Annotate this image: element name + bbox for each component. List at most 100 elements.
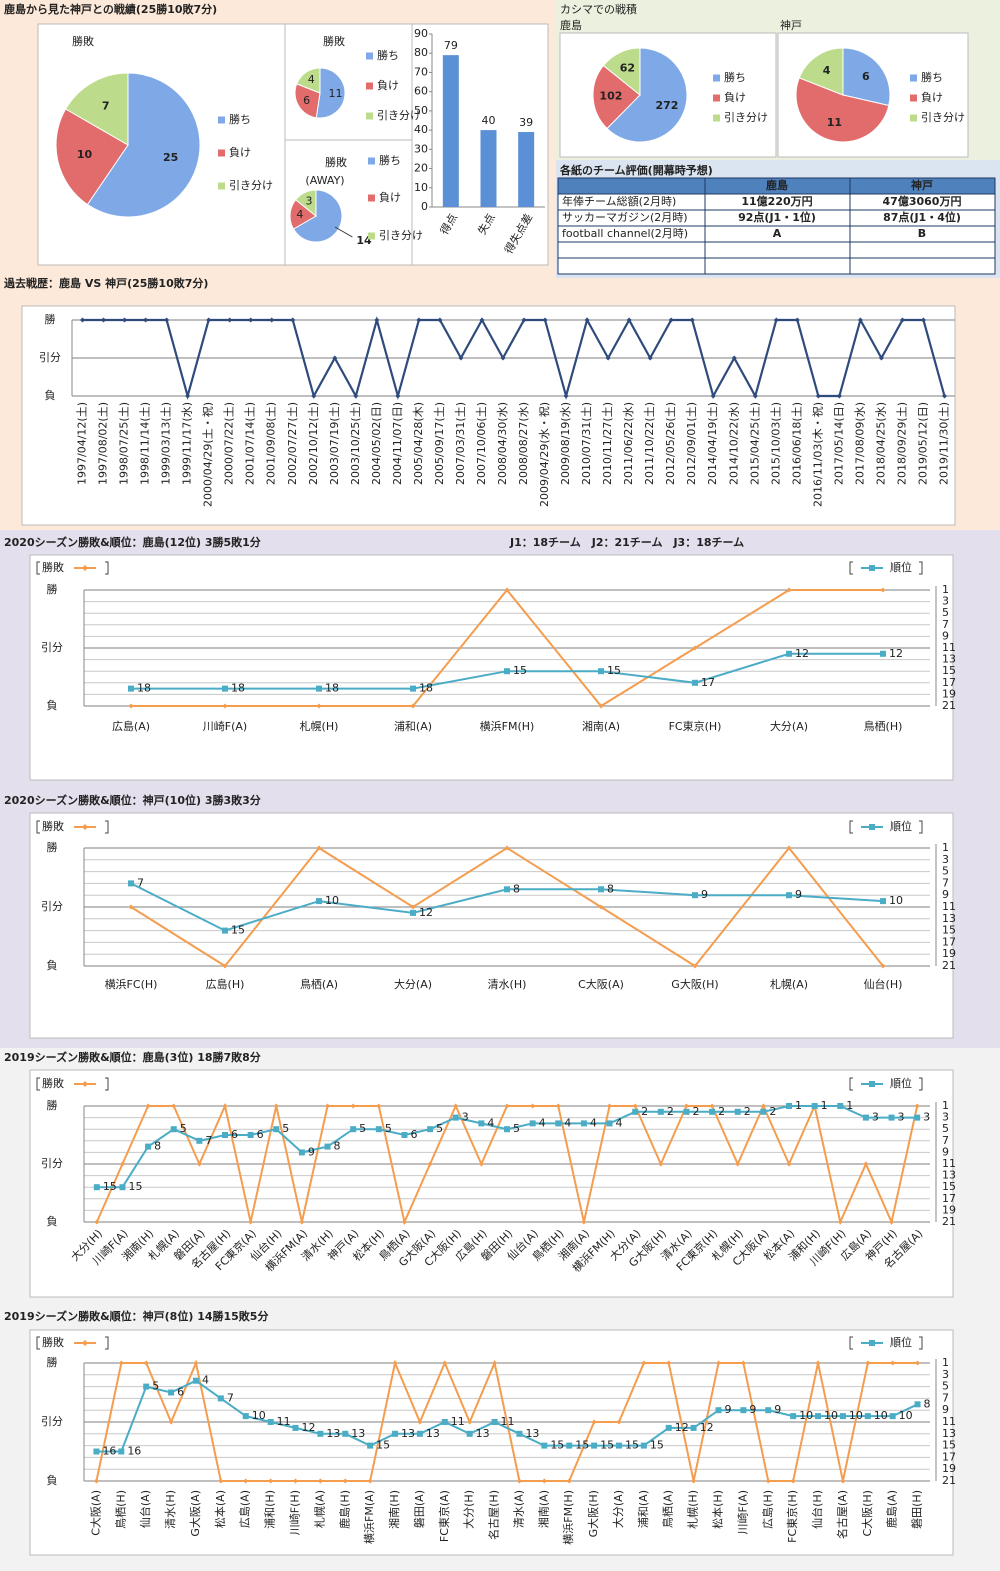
point-marker <box>504 886 510 893</box>
data-label: 1 <box>846 1099 853 1112</box>
data-label: 6 <box>231 1128 238 1141</box>
point-marker <box>467 1419 473 1425</box>
point-marker <box>171 1103 177 1109</box>
data-label: 11 <box>328 87 342 100</box>
x-tick-label: 横浜FM(A) <box>362 1490 376 1544</box>
x-tick-label: G大阪(A) <box>188 1490 202 1537</box>
data-label: 11 <box>277 1415 291 1428</box>
data-label: 11 <box>501 1415 515 1428</box>
y2-tick-label: 17 <box>942 1450 956 1463</box>
y2-tick-label: 5 <box>942 1380 949 1393</box>
x-tick-label: 2010/11/27(土) <box>601 402 614 485</box>
x-tick-label: 横浜FM(H) <box>561 1490 575 1545</box>
point-marker <box>541 1478 547 1484</box>
point-marker <box>786 1103 792 1109</box>
y2-tick-label: 9 <box>942 629 949 642</box>
point-marker <box>786 845 792 851</box>
point-marker <box>740 1407 747 1414</box>
point-marker <box>367 1442 374 1449</box>
data-label: 7 <box>227 1391 234 1404</box>
y2-tick-label: 11 <box>942 1157 956 1170</box>
point-marker <box>598 886 604 893</box>
y-tick-label: 10 <box>414 181 428 194</box>
x-tick-label: 2017/08/09(水) <box>853 402 866 485</box>
x-tick-label: 札幌(H) <box>686 1490 700 1529</box>
data-label: 15 <box>650 1439 664 1452</box>
point-marker <box>247 1132 254 1138</box>
point-marker <box>316 898 322 905</box>
legend-label: 勝ち <box>379 153 401 167</box>
point-marker <box>222 1132 228 1138</box>
x-tick-label: 2002/07/27(土) <box>286 402 299 485</box>
legend-swatch <box>368 157 375 165</box>
table-header: 鹿島 <box>766 178 788 192</box>
point-marker <box>222 1103 228 1109</box>
data-label: 3 <box>306 194 313 207</box>
point-marker <box>591 1419 597 1425</box>
point-marker <box>683 1103 689 1109</box>
x-tick-label: FC東京(H) <box>669 719 722 733</box>
point-marker <box>794 317 800 323</box>
chart-title: 勝敗 <box>323 34 345 48</box>
point-marker <box>342 1430 349 1437</box>
point-marker <box>920 317 926 323</box>
x-tick-label: 2011/10/22(土) <box>643 402 656 485</box>
point-marker <box>93 1184 100 1191</box>
data-label: 10 <box>77 148 93 161</box>
point-marker <box>566 1478 572 1484</box>
point-marker <box>836 393 842 399</box>
legend-label: 順位 <box>890 819 912 833</box>
y2-tick-label: 1 <box>942 583 949 596</box>
point-marker <box>862 1114 869 1121</box>
point-marker <box>416 317 422 323</box>
x-tick-label: 湘南(H) <box>387 1490 401 1529</box>
legend-swatch <box>910 74 917 82</box>
legend-label: 勝敗 <box>42 560 64 574</box>
point-marker <box>293 1478 298 1484</box>
y-tick-label: 60 <box>414 85 428 98</box>
point-marker <box>410 904 416 910</box>
y-tick-label: 引分 <box>39 350 61 364</box>
x-tick-label: 浦和(A) <box>394 720 432 733</box>
point-marker <box>243 1478 249 1484</box>
y2-tick-label: 5 <box>942 865 949 878</box>
point-marker <box>735 1161 741 1167</box>
point-marker <box>453 1103 459 1109</box>
y2-tick-label: 13 <box>942 653 956 666</box>
table-cell: football channel(2月時) <box>562 227 688 240</box>
x-tick-label: 2014/04/19(土) <box>706 402 719 485</box>
data-label: 7 <box>205 1134 212 1147</box>
point-marker <box>118 1448 125 1455</box>
legend-marker <box>869 824 875 830</box>
y2-tick-label: 21 <box>942 1215 956 1228</box>
legend-swatch <box>713 74 720 82</box>
x-tick-label: 1999/03/13(土) <box>160 402 173 485</box>
point-marker <box>298 1149 305 1156</box>
point-marker <box>299 1219 305 1225</box>
pie-slice <box>606 47 688 143</box>
point-marker <box>145 1143 152 1150</box>
x-tick-label: 2018/04/25(水) <box>874 402 887 485</box>
point-marker <box>222 685 228 692</box>
x-tick-label: 清水(H) <box>164 1490 177 1529</box>
y2-tick-label: 1 <box>942 1356 949 1369</box>
point-marker <box>581 1219 587 1225</box>
point-marker <box>317 1430 324 1437</box>
x-tick-label: C大阪(A) <box>578 977 624 991</box>
point-marker <box>584 317 590 323</box>
data-label: 16 <box>102 1445 116 1458</box>
data-label: 15 <box>550 1439 564 1452</box>
data-label: 2 <box>692 1105 699 1118</box>
x-tick-label: 松本(H) <box>711 1490 725 1529</box>
x-tick-label: 2015/10/03(土) <box>769 402 782 485</box>
point-marker <box>427 1161 433 1167</box>
point-marker <box>605 355 611 361</box>
y-tick-label: 20 <box>414 162 428 175</box>
chart-title: 神戸 <box>780 18 802 32</box>
x-tick-label: 清水(H) <box>488 978 527 991</box>
point-marker <box>193 1360 199 1366</box>
data-label: 5 <box>513 1122 520 1135</box>
x-tick-label: 2004/11/07(日) <box>391 402 404 485</box>
point-marker <box>479 317 485 323</box>
data-label: 10 <box>824 1409 838 1422</box>
